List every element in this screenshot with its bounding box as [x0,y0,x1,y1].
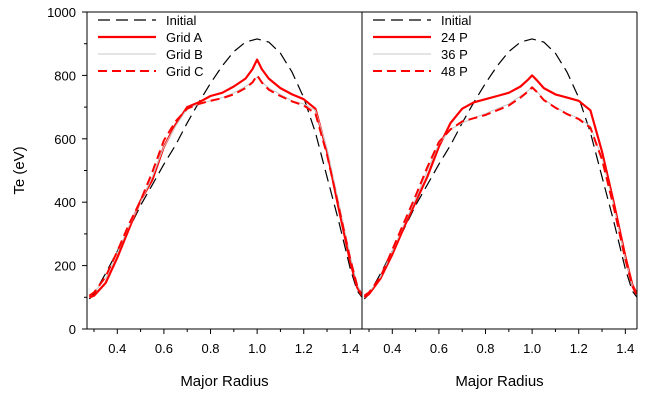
y-tick-label: 400 [54,195,76,210]
x-tick-label: 1.2 [570,341,588,356]
x-tick-label: 1.0 [248,341,266,356]
x-tick-label: 0.6 [430,341,448,356]
x-tick-label: 0.6 [155,341,173,356]
legend-label: Grid B [166,47,203,62]
x-tick-label: 0.8 [201,341,219,356]
legend-label: 24 P [441,30,468,45]
y-tick-label: 0 [69,322,76,337]
x-tick-label: 1.4 [341,341,359,356]
series-line-grid-c [88,74,362,297]
y-axis-label: Te (eV) [11,146,28,194]
series-line-grid-a [88,58,362,299]
y-tick-label: 800 [54,68,76,83]
series-line-initial [363,38,637,300]
x-tick-label: 0.4 [108,341,126,356]
series-line-24-p [363,74,637,299]
x-axis-label: Major Radius [455,373,543,390]
y-tick-label: 600 [54,132,76,147]
legend-label: Grid A [166,30,202,45]
y-tick-label: 200 [54,259,76,274]
x-tick-label: 0.8 [476,341,494,356]
legend-label: Grid C [166,64,204,79]
legend-label: 48 P [441,64,468,79]
y-tick-label: 1000 [47,5,76,20]
x-axis-label: Major Radius [180,373,268,390]
series-line-36-p [364,86,637,297]
x-tick-label: 0.4 [383,341,401,356]
series-line-48-p [363,86,637,297]
series-line-grid-b [89,76,362,297]
x-tick-label: 1.4 [616,341,634,356]
x-tick-label: 1.2 [295,341,313,356]
series-line-initial [88,38,362,300]
legend-label: Initial [166,13,196,28]
x-tick-label: 1.0 [523,341,541,356]
legend-label: 36 P [441,47,468,62]
legend-label: Initial [441,13,471,28]
